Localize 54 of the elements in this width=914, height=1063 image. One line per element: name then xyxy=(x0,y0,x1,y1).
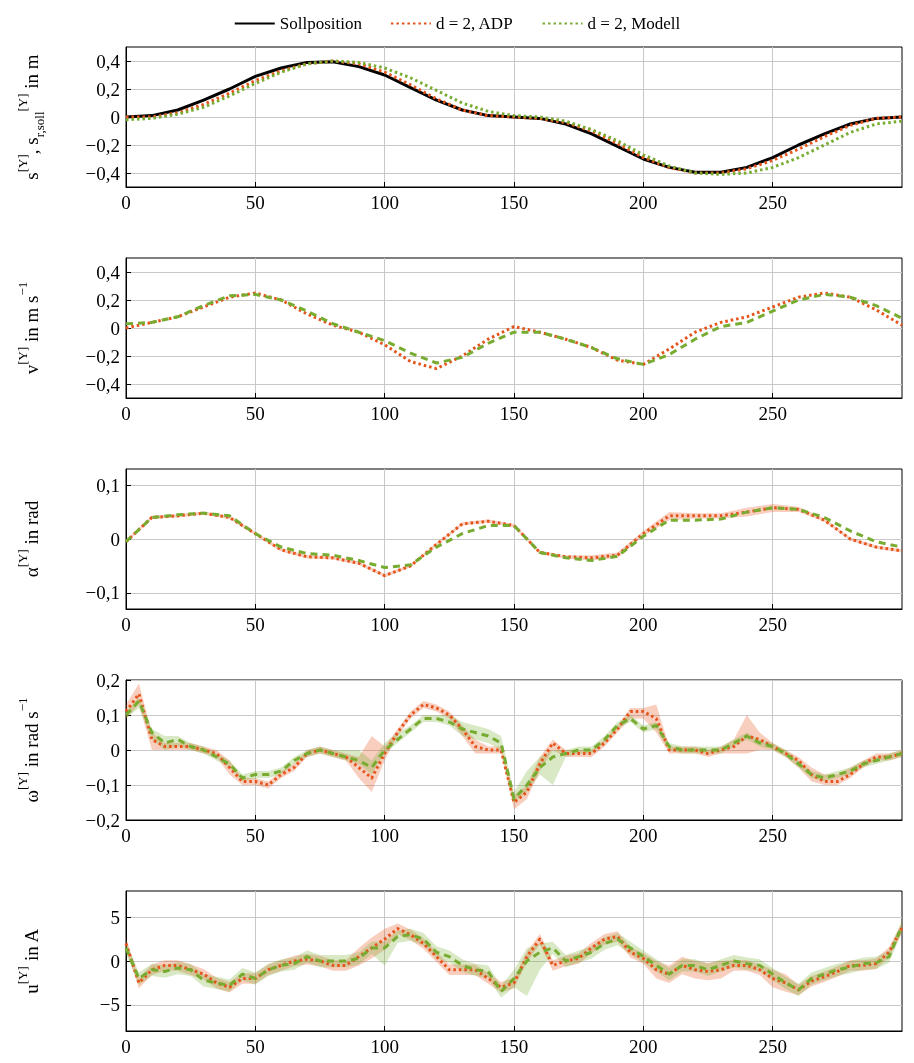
legend-label: d = 2, Modell xyxy=(587,14,681,33)
x-tick-label: 50 xyxy=(245,614,265,635)
y-tick-label: −0,2 xyxy=(85,345,120,367)
y-tick-label: 0,2 xyxy=(96,289,120,311)
y-tick-label: 0,4 xyxy=(96,50,121,72)
x-tick-label: 50 xyxy=(245,1036,265,1057)
y-tick-label: 0,1 xyxy=(96,474,120,496)
x-tick-label: 200 xyxy=(629,1036,658,1057)
y-tick-label: 0,4 xyxy=(96,261,121,283)
y-tick-label: 0 xyxy=(110,317,120,339)
x-tick-label: 100 xyxy=(370,825,399,846)
x-tick-label: 200 xyxy=(629,403,658,424)
y-tick-label: 0,2 xyxy=(96,78,120,100)
y-axis-title: v[Y] in m s−1 xyxy=(15,281,42,375)
x-tick-label: 250 xyxy=(758,614,787,635)
y-tick-label: 0 xyxy=(110,528,120,550)
x-tick-label: 100 xyxy=(370,614,399,635)
x-tick-label: 250 xyxy=(758,192,787,213)
legend-label: d = 2, ADP xyxy=(435,14,513,33)
y-axis-title: α[Y] in rad xyxy=(15,500,42,578)
legend-label: Sollposition xyxy=(279,14,363,33)
y-tick-label: 0,1 xyxy=(96,704,120,726)
x-tick-label: 250 xyxy=(758,403,787,424)
y-tick-label: 0 xyxy=(110,739,120,761)
y-tick-label: −0,4 xyxy=(85,373,121,395)
y-tick-label: −5 xyxy=(99,994,120,1016)
y-tick-label: −0,1 xyxy=(85,774,120,796)
x-tick-label: 150 xyxy=(499,192,529,213)
x-tick-label: 100 xyxy=(370,1036,399,1057)
x-tick-label: 150 xyxy=(499,1036,529,1057)
x-tick-label: 250 xyxy=(758,1036,787,1057)
y-axis-title: s[Y], sr,soll[Y] in m xyxy=(15,54,47,180)
x-tick-label: 100 xyxy=(370,192,399,213)
x-tick-label: 250 xyxy=(758,825,787,846)
x-tick-label: 200 xyxy=(629,614,658,635)
y-tick-label: 5 xyxy=(110,906,120,928)
y-tick-label: 0 xyxy=(110,106,120,128)
y-tick-label: −0,4 xyxy=(85,162,121,184)
x-tick-label: 50 xyxy=(245,825,265,846)
x-tick-label: 150 xyxy=(499,614,529,635)
x-tick-label: 100 xyxy=(370,403,399,424)
y-tick-label: −0,2 xyxy=(85,134,120,156)
x-tick-label: 200 xyxy=(629,825,658,846)
x-tick-label: 200 xyxy=(629,192,658,213)
y-tick-label: −0,2 xyxy=(85,809,120,831)
y-tick-label: −0,1 xyxy=(85,582,120,604)
x-tick-label: 50 xyxy=(245,403,265,424)
y-axis-title: ω[Y] in rad s−1 xyxy=(15,697,42,803)
x-tick-label: 50 xyxy=(245,192,265,213)
y-tick-label: 0 xyxy=(110,950,120,972)
y-axis-title: u[Y] in A xyxy=(15,928,42,994)
y-tick-label: 0,2 xyxy=(96,669,120,691)
x-tick-label: 150 xyxy=(499,403,529,424)
x-tick-label: 150 xyxy=(499,825,529,846)
